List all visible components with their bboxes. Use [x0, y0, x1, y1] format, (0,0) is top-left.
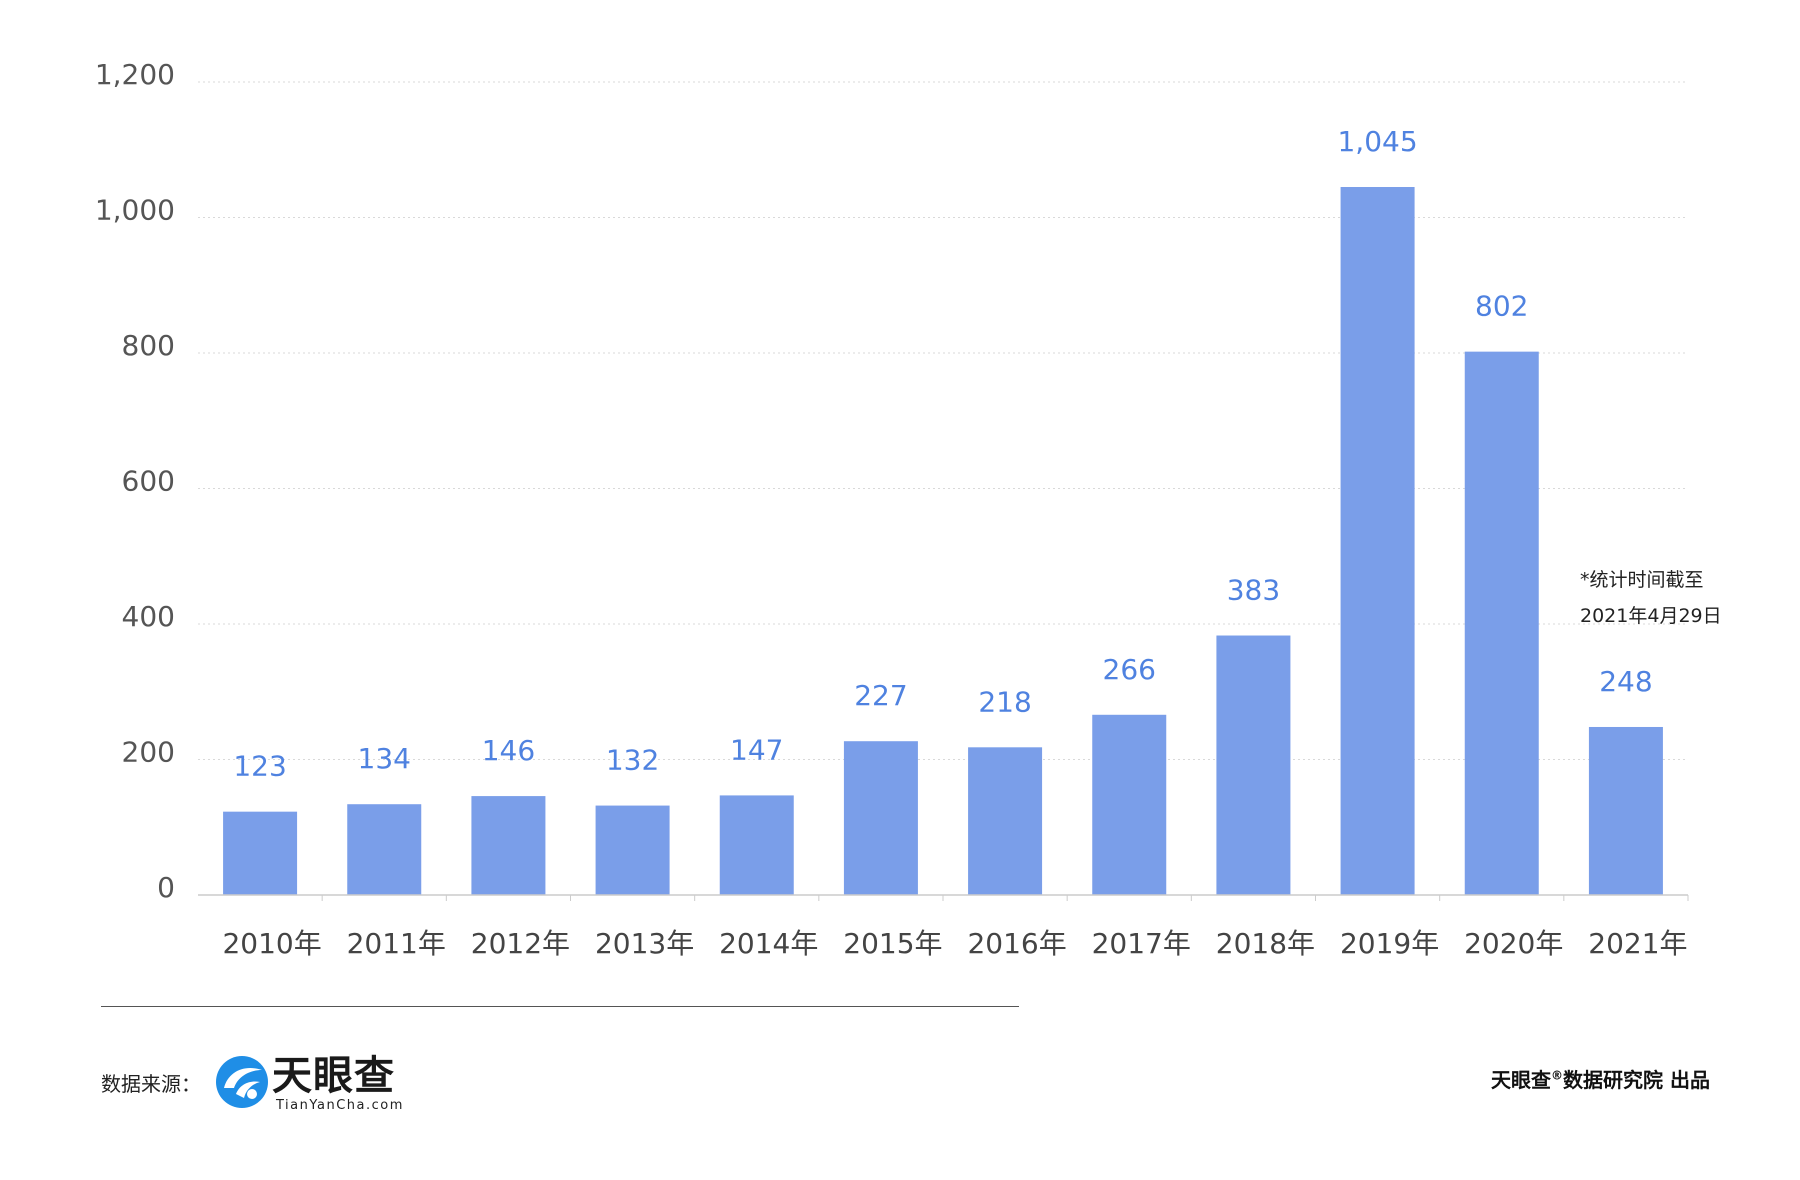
- grid-lines: [198, 81, 1688, 760]
- x-tick-label: 2016年: [967, 927, 1066, 960]
- value-label: 146: [482, 734, 535, 767]
- y-tick-label: 200: [122, 736, 175, 769]
- annotation-line: *统计时间截至: [1580, 569, 1704, 591]
- x-tick-label: 2021年: [1588, 927, 1687, 960]
- credit-text: 天眼查®数据研究院 出品: [1491, 1064, 1710, 1093]
- bar: [347, 804, 422, 895]
- value-label: 218: [978, 685, 1031, 718]
- bar: [1464, 351, 1539, 895]
- tianyancha-logo: 天眼查 TianYanCha.com: [214, 1052, 424, 1116]
- credit-rest: 数据研究院 出品: [1563, 1068, 1710, 1092]
- x-tick-label: 2010年: [222, 927, 321, 960]
- bar: [968, 747, 1043, 895]
- y-tick-label: 0: [157, 871, 175, 904]
- x-tick-label: 2015年: [843, 927, 942, 960]
- x-tick-label: 2014年: [719, 927, 818, 960]
- logo-text: 天眼查: [272, 1053, 395, 1099]
- value-label: 132: [606, 744, 659, 777]
- value-label: 802: [1475, 290, 1528, 323]
- x-tick-label: 2018年: [1216, 927, 1315, 960]
- y-axis-ticks: 0 200 400 600 800 1,000 1,200: [95, 58, 175, 904]
- bar: [595, 805, 670, 895]
- registered-mark: ®: [1551, 1068, 1564, 1083]
- annotation: *统计时间截至 2021年4月29日: [1580, 569, 1722, 627]
- bar: [843, 741, 918, 895]
- value-label: 123: [233, 750, 286, 783]
- source-label: 数据来源：: [101, 1072, 201, 1096]
- bar: [1340, 187, 1415, 895]
- tianyancha-logo-icon: [216, 1056, 268, 1108]
- footer-divider: [101, 1006, 1019, 1007]
- x-tick-label: 2017年: [1092, 927, 1191, 960]
- y-tick-label: 1,200: [95, 58, 175, 91]
- bars: [223, 187, 1663, 895]
- annotation-line: 2021年4月29日: [1580, 605, 1722, 627]
- credit-main: 天眼查: [1491, 1068, 1552, 1092]
- bar: [223, 811, 298, 895]
- value-labels: 123 134 146 132 147 227 218 266 383 1,045 802 248: [233, 125, 1652, 783]
- bar: [1092, 714, 1167, 895]
- value-label: 227: [854, 679, 907, 712]
- x-tick-label: 2019年: [1340, 927, 1439, 960]
- y-tick-label: 400: [122, 600, 175, 633]
- bar: [719, 795, 794, 895]
- logo-subtext: TianYanCha.com: [276, 1098, 404, 1113]
- y-tick-label: 800: [122, 329, 175, 362]
- y-tick-label: 1,000: [95, 194, 175, 227]
- x-tick-label: 2012年: [471, 927, 570, 960]
- x-axis-ticks: 2010年 2011年 2012年 2013年 2014年 2015年 2016年 2017年…: [222, 895, 1689, 960]
- bar: [1588, 726, 1663, 895]
- bar: [471, 796, 546, 895]
- bar: [1216, 635, 1291, 895]
- x-tick-label: 2013年: [595, 927, 694, 960]
- value-label: 266: [1103, 653, 1156, 686]
- value-label: 383: [1227, 574, 1280, 607]
- value-label: 147: [730, 733, 783, 766]
- y-tick-label: 600: [122, 465, 175, 498]
- x-tick-label: 2020年: [1464, 927, 1563, 960]
- value-label: 248: [1599, 665, 1652, 698]
- value-label: 134: [358, 742, 411, 775]
- value-label: 1,045: [1337, 125, 1417, 158]
- x-tick-label: 2011年: [347, 927, 446, 960]
